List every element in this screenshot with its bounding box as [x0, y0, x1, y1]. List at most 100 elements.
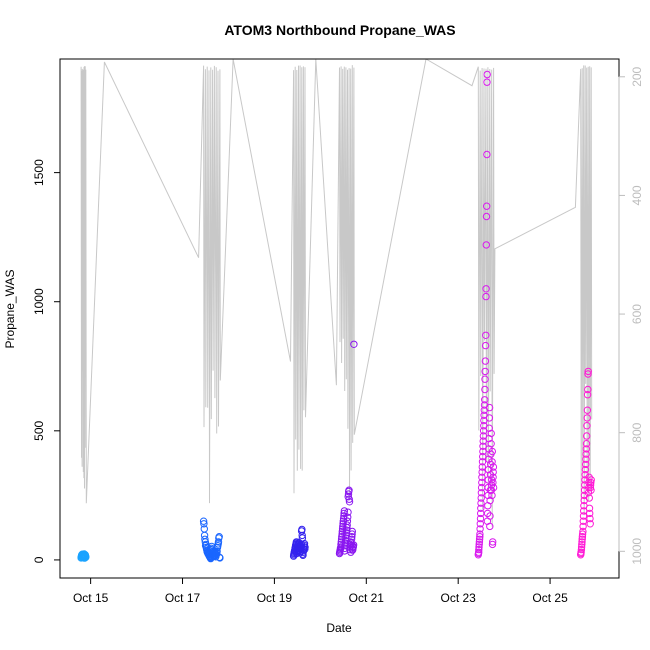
data-point [586, 514, 594, 523]
data-point [489, 468, 497, 476]
data-point [348, 530, 356, 538]
data-point [485, 424, 493, 432]
x-tick-label: Oct 25 [532, 591, 568, 605]
y-tick-label: 500 [32, 420, 46, 440]
data-point [479, 452, 487, 461]
data-point [476, 533, 484, 541]
data-point [478, 473, 486, 481]
data-point [489, 478, 497, 487]
data-point [478, 458, 487, 466]
data-point [338, 525, 347, 533]
altitude-trace-line [80, 59, 593, 527]
data-point [343, 526, 351, 534]
data-point [583, 422, 591, 430]
data-point [486, 512, 494, 520]
data-point [476, 520, 484, 528]
data-point [582, 455, 590, 463]
y-tick-label: 1500 [32, 159, 46, 186]
data-point [587, 476, 595, 484]
data-point [483, 202, 491, 210]
data-point [489, 463, 498, 471]
data-points-layer [77, 70, 595, 563]
y2-tick-label: 400 [630, 185, 644, 205]
data-point [343, 521, 351, 529]
data-point [349, 541, 358, 549]
data-point [584, 489, 593, 497]
data-point [584, 385, 592, 394]
data-point [489, 538, 497, 546]
data-point [579, 522, 587, 531]
data-point [586, 481, 595, 489]
data-point [345, 495, 353, 503]
data-point [477, 499, 485, 507]
data-point [481, 375, 489, 383]
x-axis-label: Date [326, 621, 352, 635]
x-tick-label: Oct 15 [73, 591, 109, 605]
data-point [338, 533, 346, 541]
data-point [577, 548, 585, 556]
data-point [214, 538, 223, 546]
data-point [587, 478, 595, 487]
data-point [482, 292, 490, 301]
data-point [578, 538, 586, 546]
data-point [486, 522, 494, 531]
data-point [582, 450, 590, 458]
data-point [350, 340, 358, 348]
data-point [298, 531, 306, 540]
data-point [485, 403, 494, 412]
x-tick-label: Oct 23 [441, 591, 477, 605]
data-point [578, 540, 586, 549]
data-point [82, 553, 90, 561]
data-point [481, 341, 490, 350]
y2-tick-label: 200 [630, 66, 644, 86]
data-point [215, 533, 223, 541]
y2-tick-label: 800 [630, 422, 644, 442]
data-point [584, 367, 592, 376]
data-point [586, 509, 594, 518]
data-point [477, 509, 485, 518]
data-point [344, 508, 352, 516]
data-point [478, 468, 486, 476]
data-point [479, 442, 487, 450]
data-point [583, 391, 592, 399]
data-point [489, 483, 498, 492]
data-point [577, 543, 586, 551]
data-point [482, 241, 490, 249]
data-point [488, 458, 496, 466]
data-point [489, 473, 497, 481]
y2-tick-label: 600 [630, 304, 644, 324]
data-point [483, 150, 491, 159]
data-point [475, 540, 483, 549]
data-point [337, 543, 345, 551]
data-point [339, 514, 348, 523]
data-point [477, 489, 486, 497]
data-point [481, 357, 490, 365]
data-point [348, 533, 356, 541]
data-point [340, 507, 349, 515]
data-point [339, 522, 347, 531]
data-point [582, 460, 590, 469]
y2-tick-label: 1000 [630, 538, 644, 565]
data-point [300, 540, 309, 548]
data-point [301, 543, 309, 551]
data-point [475, 548, 483, 556]
x-tick-label: Oct 21 [349, 591, 385, 605]
data-point [579, 512, 588, 520]
data-point [475, 543, 483, 551]
data-point [477, 494, 485, 502]
data-point [586, 520, 594, 528]
data-point [487, 440, 495, 448]
data-point [582, 440, 591, 448]
data-point [483, 509, 492, 518]
data-point [481, 385, 489, 394]
data-point [475, 538, 484, 546]
data-point [476, 530, 484, 538]
data-point [483, 78, 491, 86]
data-point [338, 530, 346, 538]
data-point [578, 530, 587, 538]
data-point [338, 527, 346, 536]
data-point [475, 545, 483, 554]
data-point [487, 429, 495, 438]
data-point [478, 463, 486, 471]
